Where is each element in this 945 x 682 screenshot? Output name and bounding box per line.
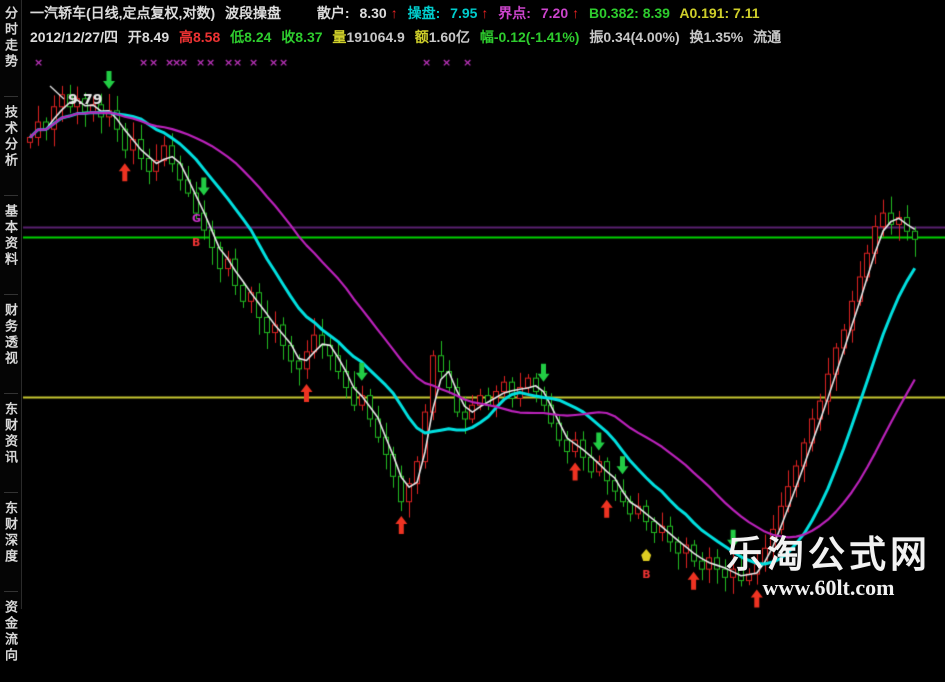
amount-label: 额 <box>414 29 429 45</box>
sidebar-divider <box>3 591 18 592</box>
volume-value: 191064.9 <box>346 29 405 45</box>
sanhu-value: 8.30 <box>359 5 387 21</box>
open-price: 开8.49 <box>127 29 170 45</box>
sidebar-item-intraday[interactable]: 分时走势 <box>3 6 18 70</box>
sidebar-divider <box>3 393 18 394</box>
close-price: 收8.37 <box>281 29 323 45</box>
jiedian-value: 7.20 <box>540 5 569 21</box>
low-price: 低8.24 <box>230 29 272 45</box>
quote-row-1: 一汽轿车(日线,定点复权,对数) 波段操盘 散户: 8.30 ↑ 操盘: 7.95… <box>30 3 766 23</box>
high-price: 高8.58 <box>179 29 221 45</box>
caopan-value: 7.95 <box>450 5 478 21</box>
sidebar-item-basicinfo[interactable]: 基本资料 <box>3 204 18 268</box>
change-value: 幅-0.12(-1.41%) <box>479 29 580 45</box>
sidebar: 分时走势 技术分析 基本资料 财务透视 东财资讯 东财深度 资金流向 <box>0 0 22 664</box>
a-level-value: A0.191: 7.11 <box>679 5 760 21</box>
sidebar-item-finance[interactable]: 财务透视 <box>3 303 18 367</box>
turnover-value: 换1.35% <box>689 29 744 45</box>
quote-row-2: 2012/12/27/四 开8.49 高8.58 低8.24 收8.37 量19… <box>30 27 787 47</box>
float-label: 流通 <box>753 29 782 45</box>
trade-date: 2012/12/27/四 <box>30 29 118 45</box>
sidebar-divider <box>3 294 18 295</box>
up-arrow-icon: ↑ <box>481 5 489 21</box>
caopan-label: 操盘: <box>407 5 441 21</box>
up-arrow-icon: ↑ <box>572 5 580 21</box>
info-bar: 一汽轿车(日线,定点复权,对数) 波段操盘 散户: 8.30 ↑ 操盘: 7.95… <box>22 0 945 52</box>
sidebar-item-technical[interactable]: 技术分析 <box>3 105 18 169</box>
sanhu-label: 散户: <box>316 5 350 21</box>
sidebar-divider <box>3 492 18 493</box>
sidebar-item-news[interactable]: 东财资讯 <box>3 402 18 466</box>
volume-label: 量 <box>332 29 347 45</box>
sidebar-divider <box>3 96 18 97</box>
amount-value: 1.60亿 <box>428 29 470 45</box>
sidebar-divider <box>3 195 18 196</box>
b-level-value: B0.382: 8.39 <box>589 5 670 21</box>
stock-title: 一汽轿车(日线,定点复权,对数) <box>30 5 216 21</box>
indicator-name: 波段操盘 <box>225 5 281 21</box>
candlestick-chart[interactable] <box>0 0 945 609</box>
amplitude-value: 振0.34(4.00%) <box>589 29 680 45</box>
up-arrow-icon: ↑ <box>390 5 398 21</box>
sidebar-item-depth[interactable]: 东财深度 <box>3 501 18 565</box>
sidebar-item-moneyflow[interactable]: 资金流向 <box>3 600 18 664</box>
jiedian-label: 界点: <box>498 5 531 21</box>
